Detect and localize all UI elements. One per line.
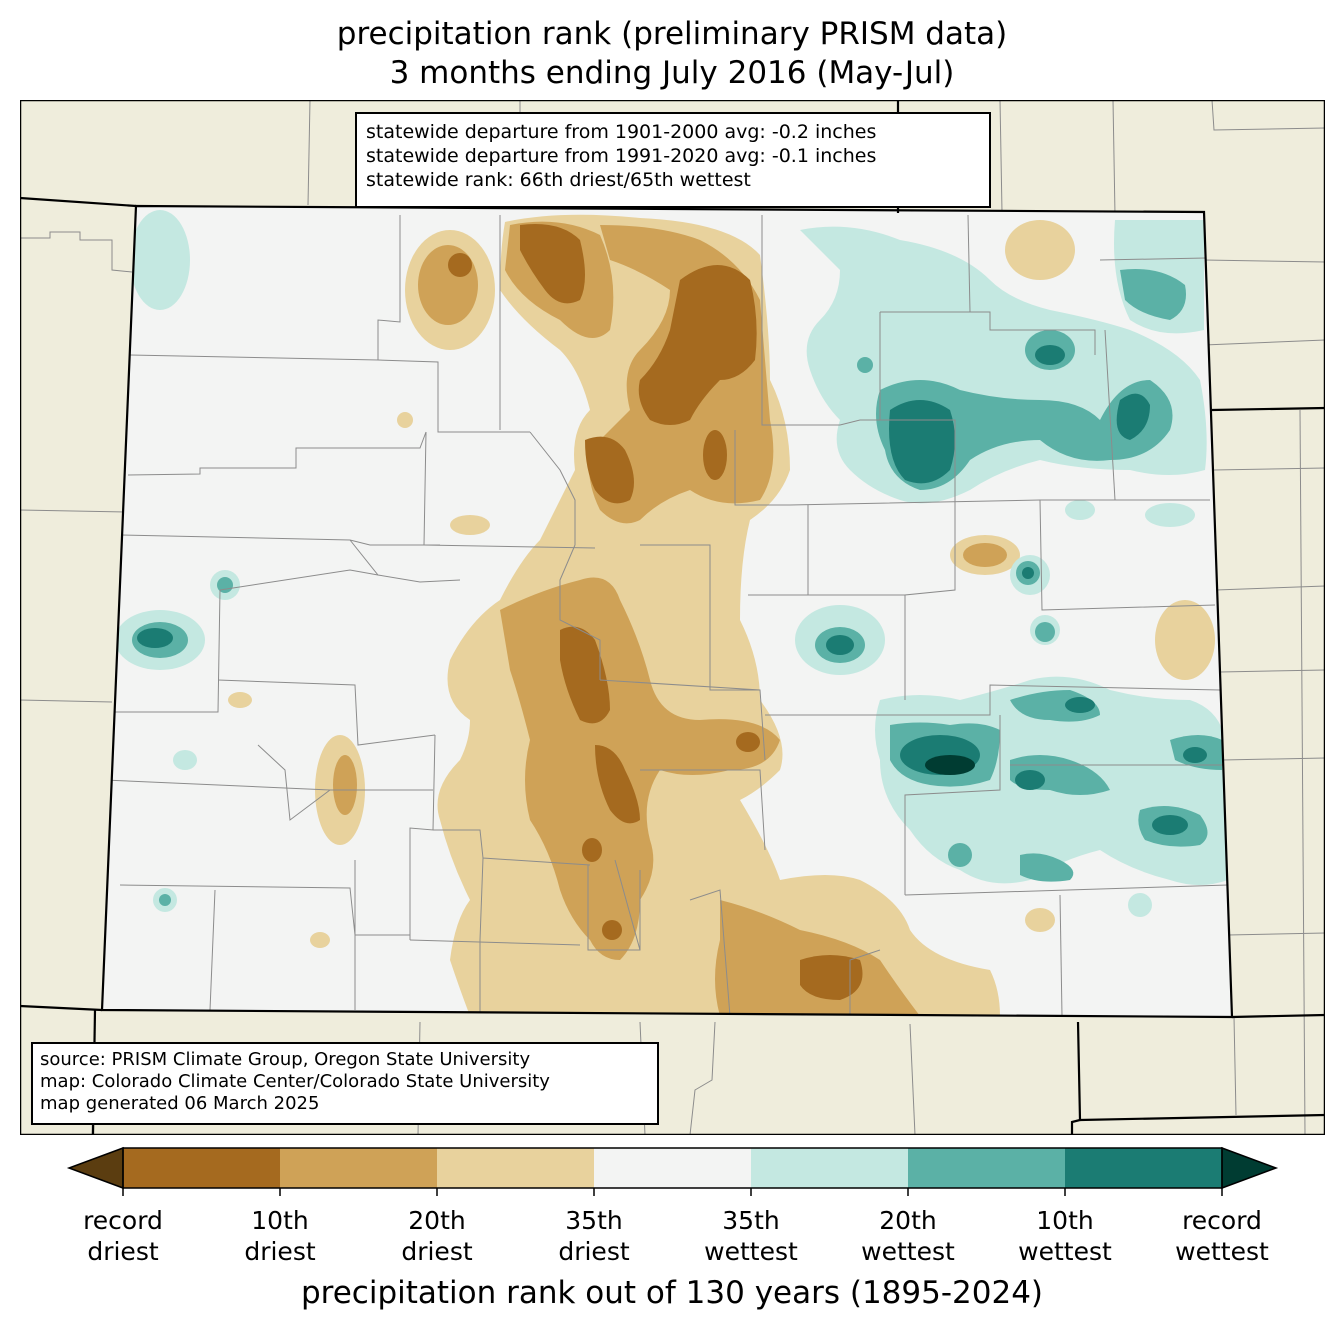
- colorbar-extend-low: [66, 1146, 124, 1190]
- colorbar-tick-label: 20th wettest: [838, 1205, 978, 1267]
- stat-statewide-rank: statewide rank: 66th driest/65th wettest: [366, 169, 751, 191]
- tick-label-rank: record: [1182, 1206, 1262, 1235]
- map-title-line-1: precipitation rank (preliminary PRISM da…: [336, 16, 1008, 52]
- state-boundaries: [20, 100, 1325, 1135]
- tick-label-category: driest: [244, 1237, 316, 1266]
- tick-label-rank: record: [83, 1206, 163, 1235]
- colorbar-segment: [594, 1148, 752, 1188]
- precipitation-map: [20, 100, 1325, 1135]
- county-lines: [104, 214, 1231, 1017]
- colorbar-tick-label: 20th driest: [367, 1205, 507, 1267]
- map-title-line-2: 3 months ending July 2016 (May-Jul): [389, 55, 955, 91]
- map-credit-line: map: Colorado Climate Center/Colorado St…: [40, 1071, 550, 1092]
- colorbar-segment: [123, 1148, 281, 1188]
- colorbar: [66, 1146, 1279, 1196]
- colorbar-segment: [1065, 1148, 1223, 1188]
- colorbar-extend-high: [1221, 1146, 1279, 1190]
- colorbar-segment: [908, 1148, 1066, 1188]
- precipitation-shading: [115, 210, 1228, 1017]
- tick-label-category: wettest: [1018, 1237, 1112, 1266]
- colorbar-tick-label: 35th driest: [524, 1205, 664, 1267]
- map-frame-border: [20, 100, 1325, 1135]
- source-line: source: PRISM Climate Group, Oregon Stat…: [40, 1049, 531, 1070]
- statewide-stats-box: statewide departure from 1901-2000 avg: …: [355, 112, 991, 208]
- tick-label-rank: 10th: [1036, 1206, 1094, 1235]
- generated-date-line: map generated 06 March 2025: [40, 1093, 320, 1114]
- colorbar-tick-label: 35th wettest: [681, 1205, 821, 1267]
- stat-departure-1991-2020: statewide departure from 1991-2020 avg: …: [366, 145, 877, 167]
- tick-label-category: wettest: [1175, 1237, 1269, 1266]
- colorbar-outline: [122, 1147, 1223, 1189]
- colorbar-tick-label: 10th driest: [210, 1205, 350, 1267]
- stat-departure-1901-2000: statewide departure from 1901-2000 avg: …: [366, 121, 877, 143]
- tick-label-category: driest: [87, 1237, 159, 1266]
- tick-label-rank: 10th: [251, 1206, 309, 1235]
- tick-label-category: driest: [401, 1237, 473, 1266]
- tick-label-category: wettest: [704, 1237, 798, 1266]
- colorbar-segment: [437, 1148, 595, 1188]
- source-box: source: PRISM Climate Group, Oregon Stat…: [31, 1042, 659, 1125]
- colorbar-tick-label: 10th wettest: [995, 1205, 1135, 1267]
- tick-label-category: wettest: [861, 1237, 955, 1266]
- tick-label-rank: 35th: [565, 1206, 623, 1235]
- colorbar-tick-label: record wettest: [1152, 1205, 1292, 1267]
- tick-label-rank: 35th: [722, 1206, 780, 1235]
- tick-label-rank: 20th: [408, 1206, 466, 1235]
- tick-label-category: driest: [558, 1237, 630, 1266]
- colorbar-title: precipitation rank out of 130 years (189…: [300, 1275, 1044, 1311]
- colorbar-segment: [751, 1148, 909, 1188]
- colorbar-tick-label: record driest: [53, 1205, 193, 1267]
- tick-label-rank: 20th: [879, 1206, 937, 1235]
- colorbar-segment: [280, 1148, 438, 1188]
